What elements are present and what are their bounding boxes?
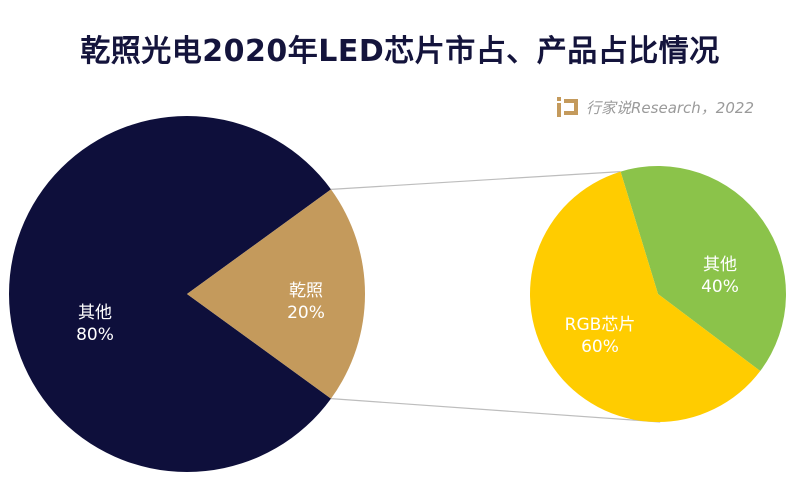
secondary-rgb-label: RGB芯片: [565, 315, 636, 335]
logo-icon: [557, 97, 578, 117]
main-slice-qianzhao: [187, 189, 365, 399]
main-slice-other: [9, 116, 332, 473]
secondary-slice-other: [620, 165, 786, 372]
secondary-other-label: 其他: [703, 255, 737, 275]
chart-title: 乾照光电2020年LED芯片市占、产品占比情况: [80, 34, 720, 69]
source-watermark: 行家说Research，2022: [556, 96, 754, 118]
connector-line-bottom: [330, 398, 661, 423]
secondary-other-value: 40%: [701, 277, 739, 297]
secondary-rgb-value: 60%: [581, 337, 619, 357]
secondary-slice-rgb: [530, 171, 761, 422]
main-qianzhao-label: 乾照: [289, 281, 323, 301]
main-other-value: 80%: [76, 325, 114, 345]
main-other-label: 其他: [78, 303, 112, 323]
connector-line-top: [330, 170, 621, 190]
main-qianzhao-value: 20%: [287, 303, 325, 323]
source-text: 行家说Research，2022: [586, 98, 754, 117]
